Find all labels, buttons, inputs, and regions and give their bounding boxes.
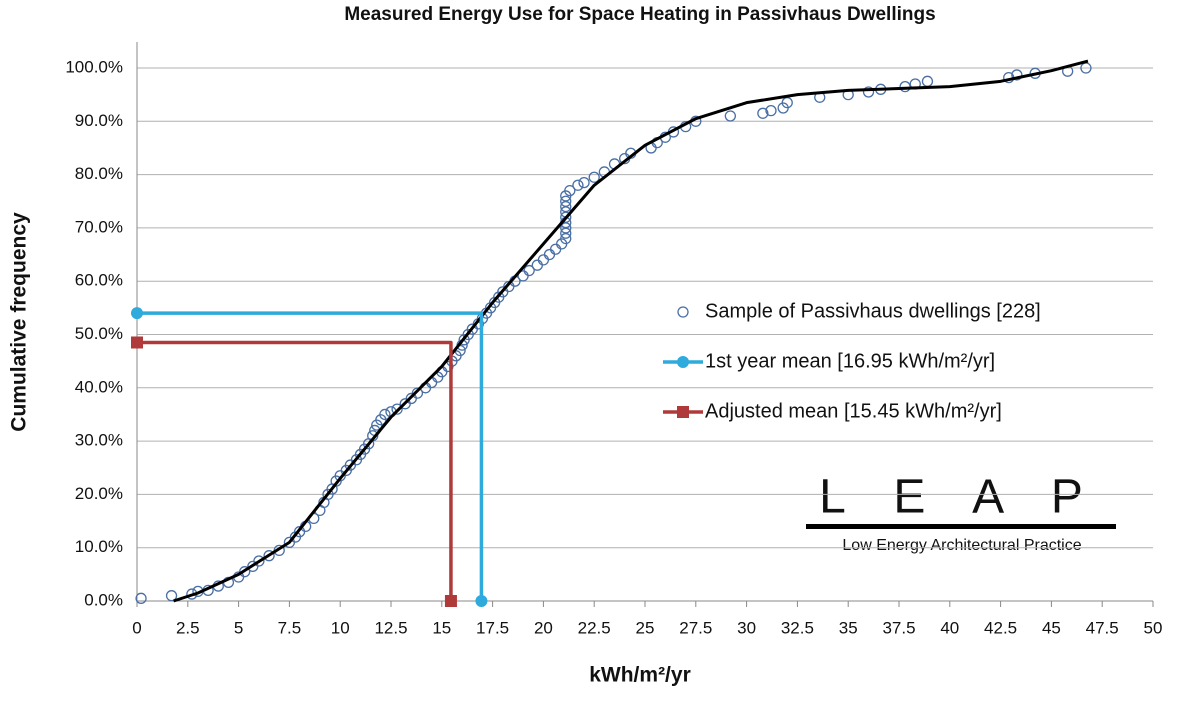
data-point [239, 566, 251, 578]
x-tick-label: 27.5 [679, 618, 712, 637]
x-tick-label: 5 [234, 618, 243, 637]
legend-label: Adjusted mean [15.45 kWh/m²/yr] [705, 400, 1002, 422]
data-point [572, 179, 584, 191]
logo-mark: L E A P [819, 471, 1101, 524]
data-point [523, 264, 535, 277]
data-point [379, 408, 391, 421]
legend-label: Sample of Passivhaus dwellings [228] [705, 300, 1041, 322]
y-tick-label: 60.0% [75, 271, 123, 290]
x-tick-label: 15 [432, 618, 451, 637]
y-axis-label: Cumulative frequency [8, 212, 31, 432]
data-line [173, 59, 1089, 603]
logo-rule [806, 524, 1116, 529]
x-tick-label: 37.5 [882, 618, 915, 637]
data-point [537, 254, 550, 266]
x-tick-label: 22.5 [578, 618, 611, 637]
data-point [757, 107, 769, 119]
data-point [560, 222, 572, 234]
data-point [921, 75, 934, 87]
data-line [137, 340, 453, 601]
y-tick-label: 70.0% [75, 217, 123, 236]
x-tick-label: 47.5 [1086, 618, 1119, 637]
y-tick-label: 80.0% [75, 164, 123, 183]
x-tick-label: 0 [132, 618, 141, 637]
y-tick-label: 100.0% [65, 57, 123, 76]
y-tick-label: 20.0% [75, 484, 123, 503]
x-tick-label: 17.5 [476, 618, 509, 637]
data-point [862, 86, 875, 98]
y-tick-label: 10.0% [75, 537, 123, 556]
data-point [560, 211, 572, 223]
data-point [411, 387, 424, 399]
legend-marker [677, 406, 689, 418]
data-point [578, 176, 590, 189]
data-point [899, 81, 911, 93]
x-tick-label: 42.5 [984, 618, 1017, 637]
y-tick-label: 30.0% [75, 431, 123, 450]
x-tick-label: 10 [331, 618, 350, 637]
logo-text: Low Energy Architectural Practice [842, 537, 1081, 554]
line-marker [131, 307, 143, 320]
legend-marker [677, 306, 689, 318]
line-marker [475, 595, 488, 607]
data-point [560, 227, 572, 239]
data-point [135, 592, 147, 604]
line-marker [444, 595, 457, 607]
data-point [165, 590, 178, 602]
data-point [560, 232, 572, 245]
data-point [765, 104, 777, 117]
data-point [543, 248, 556, 261]
x-tick-label: 40 [940, 618, 959, 637]
x-tick-label: 20 [534, 618, 553, 637]
legend-marker [677, 356, 689, 368]
y-tick-label: 50.0% [75, 324, 123, 343]
x-tick-label: 25 [636, 618, 655, 637]
data-point [560, 200, 572, 213]
y-tick-label: 40.0% [75, 377, 123, 396]
x-tick-label: 30 [737, 618, 756, 637]
data-point [263, 550, 275, 562]
x-tick-label: 7.5 [278, 618, 302, 637]
x-tick-label: 2.5 [176, 618, 200, 637]
legend-label: 1st year mean [16.95 kWh/m²/yr] [705, 350, 995, 372]
x-tick-label: 45 [1042, 618, 1061, 637]
data-point [549, 243, 562, 255]
x-tick-label: 12.5 [374, 618, 407, 637]
data-point [391, 403, 403, 415]
data-point [564, 184, 576, 197]
data-line [137, 311, 484, 601]
y-tick-label: 0.0% [84, 590, 123, 609]
data-point [253, 555, 265, 567]
x-tick-label: 50 [1144, 618, 1163, 637]
line-marker [131, 336, 143, 349]
data-point [588, 171, 600, 183]
x-tick-label: 35 [839, 618, 858, 637]
chart-title: Measured Energy Use for Space Heating in… [344, 4, 935, 25]
data-point [531, 259, 543, 271]
data-point [1011, 69, 1023, 81]
y-tick-label: 90.0% [75, 111, 123, 130]
x-tick-label: 32.5 [781, 618, 814, 637]
data-point [560, 195, 572, 207]
x-axis-label: kWh/m²/yr [589, 664, 691, 687]
data-point [724, 110, 736, 122]
